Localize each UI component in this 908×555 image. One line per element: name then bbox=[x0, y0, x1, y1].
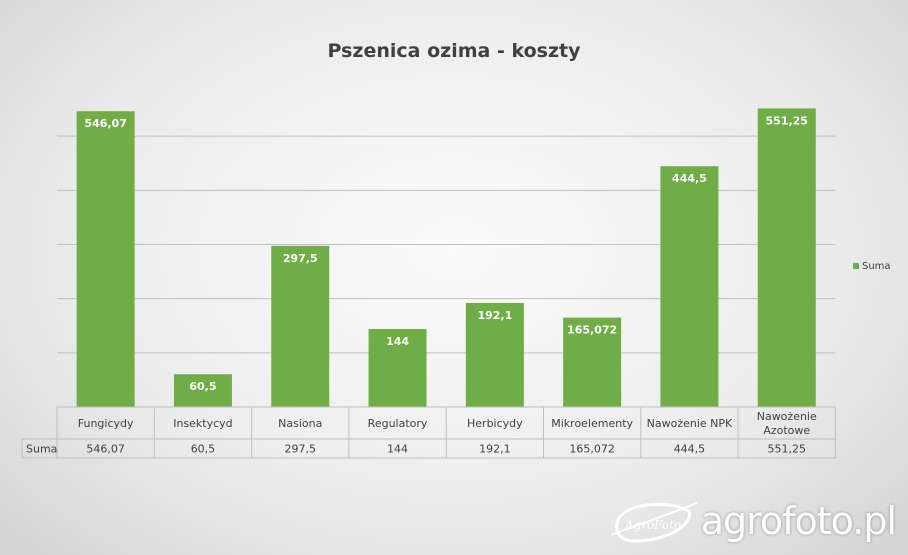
category-label: Nawożenie NPK bbox=[647, 417, 733, 430]
bar-value-label: 192,1 bbox=[477, 309, 512, 322]
table-cell: 165,072 bbox=[569, 443, 615, 456]
category-label: Fungicydy bbox=[78, 417, 134, 430]
bars: 546,07 60,5 297,5 144 192,1 165,072 444,5 551,2… bbox=[76, 108, 816, 407]
category-label: Regulatory bbox=[368, 417, 428, 430]
gridlines bbox=[57, 135, 836, 354]
bar bbox=[465, 302, 524, 407]
category-label: Nawożenie bbox=[757, 410, 817, 423]
bar bbox=[173, 374, 232, 407]
table-cell: 297,5 bbox=[285, 443, 317, 456]
bar-value-label: 60,5 bbox=[189, 380, 216, 393]
bar-value-label: 144 bbox=[386, 335, 409, 348]
table-cell: 546,07 bbox=[86, 443, 125, 456]
category-label: Herbicydy bbox=[467, 417, 523, 430]
legend-swatch bbox=[853, 263, 859, 269]
bar bbox=[757, 108, 816, 407]
bar bbox=[660, 166, 719, 407]
table-cell: 144 bbox=[387, 443, 408, 456]
table-cell: 192,1 bbox=[479, 443, 511, 456]
agrofoto-logo-icon: AgroFoto bbox=[610, 502, 698, 543]
data-table: Fungicydy 546,07 Insektycyd 60,5 Nasiona 297,… bbox=[21, 406, 836, 459]
category-label: Mikroelementy bbox=[551, 417, 633, 430]
category-label: Nasiona bbox=[278, 417, 322, 430]
table-cell: 60,5 bbox=[191, 443, 216, 456]
bar-value-label: 551,25 bbox=[766, 114, 808, 127]
bar bbox=[563, 317, 622, 407]
chart-title: Pszenica ozima - koszty bbox=[328, 40, 582, 62]
watermark-text: agrofoto.pl bbox=[700, 499, 897, 543]
category-label: Azotowe bbox=[763, 424, 810, 437]
legend-label: Suma bbox=[862, 261, 891, 272]
bar bbox=[76, 111, 135, 407]
bar-value-label: 165,072 bbox=[567, 324, 617, 337]
watermark: AgroFoto agrofoto.pl bbox=[607, 495, 897, 547]
bar-value-label: 297,5 bbox=[283, 252, 318, 265]
table-cell: 444,5 bbox=[674, 443, 706, 456]
table-row-header: Suma bbox=[26, 443, 57, 456]
category-label: Insektycyd bbox=[173, 417, 232, 430]
table-cell: 551,25 bbox=[768, 443, 807, 456]
legend: Suma bbox=[853, 261, 891, 272]
bar bbox=[271, 245, 330, 407]
agrofoto-logo-text: AgroFoto bbox=[624, 518, 681, 532]
bar bbox=[368, 329, 427, 407]
bar-value-label: 546,07 bbox=[84, 117, 126, 130]
bar-value-label: 444,5 bbox=[672, 172, 707, 185]
